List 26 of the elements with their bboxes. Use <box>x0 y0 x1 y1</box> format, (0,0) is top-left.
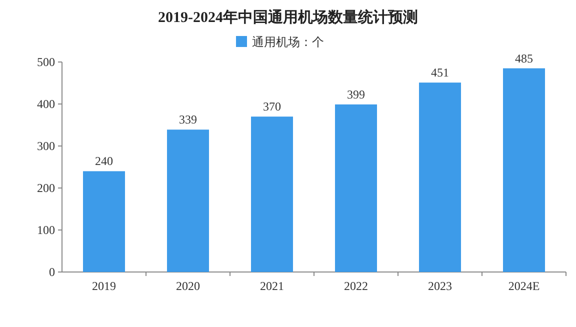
bar <box>419 82 461 272</box>
data-label: 370 <box>263 100 281 114</box>
data-label: 240 <box>95 154 113 168</box>
bar <box>503 68 545 272</box>
y-tick-label: 500 <box>37 55 55 69</box>
bar <box>167 130 209 272</box>
x-tick-label: 2023 <box>428 279 452 293</box>
chart-title: 2019-2024年中国通用机场数量统计预测 <box>158 9 418 26</box>
x-tick-label: 2019 <box>92 279 116 293</box>
y-tick-label: 400 <box>37 97 55 111</box>
data-label: 339 <box>179 112 197 127</box>
legend-label: 通用机场：个 <box>252 35 324 49</box>
y-tick-label: 0 <box>49 265 55 279</box>
data-label: 485 <box>515 51 533 66</box>
y-tick-label: 300 <box>37 139 55 153</box>
bar <box>335 104 377 272</box>
x-tick-label: 2020 <box>176 279 200 293</box>
x-tick-label: 2024E <box>508 279 540 293</box>
y-tick-label: 100 <box>37 223 55 237</box>
bar <box>251 116 293 272</box>
x-tick-label: 2022 <box>344 279 368 293</box>
data-label: 399 <box>347 87 365 102</box>
x-tick-label: 2021 <box>260 279 284 293</box>
y-tick-label: 200 <box>37 181 55 195</box>
bar <box>83 171 125 272</box>
data-label: 451 <box>431 66 449 80</box>
